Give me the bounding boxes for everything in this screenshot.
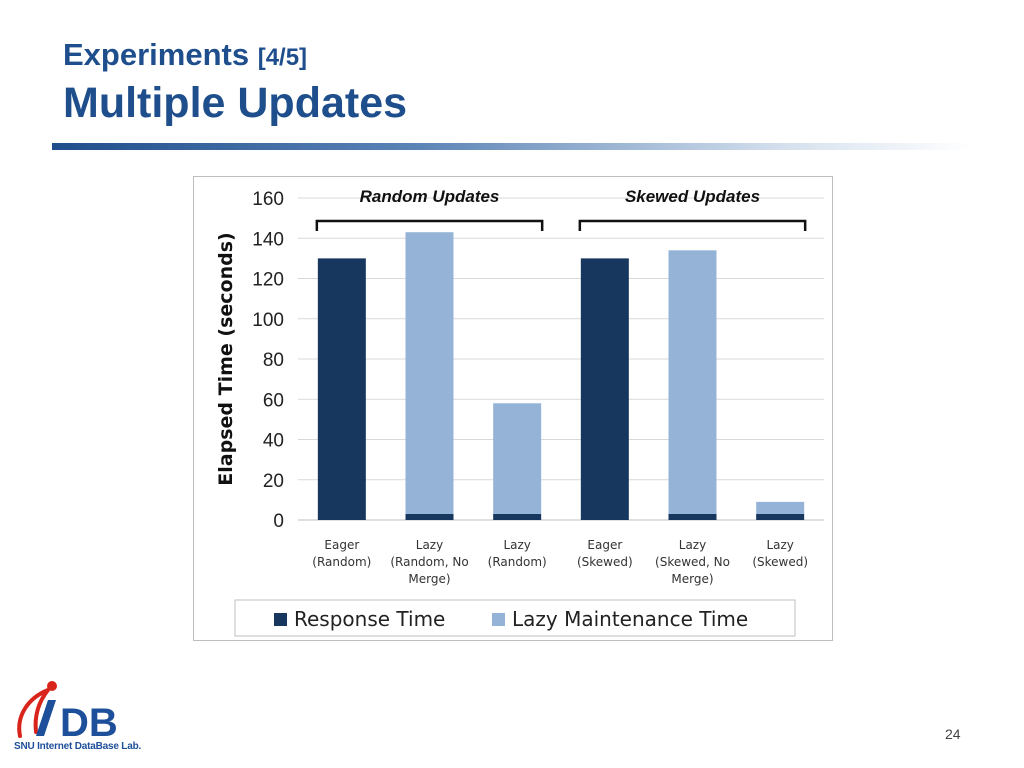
x-tick-label: (Skewed) <box>752 555 808 569</box>
legend-swatch-lazy-maintenance-time <box>492 613 505 626</box>
bar-lazy-maintenance-time <box>493 403 542 514</box>
bar-lazy-maintenance-time <box>668 250 717 514</box>
title-main: Experiments <box>63 37 250 72</box>
slide-subtitle: Multiple Updates <box>63 79 408 127</box>
x-tick-label: Lazy <box>766 538 793 552</box>
x-tick-label: Lazy <box>503 538 530 552</box>
title-bracket: [4/5] <box>257 44 308 71</box>
group-label: Random Updates <box>360 187 500 206</box>
logo-text: DB <box>60 701 118 745</box>
slide-title: Experiments [4/5] Multiple Updates <box>63 36 407 129</box>
idb-logo: DB <box>17 681 118 745</box>
legend-label: Lazy Maintenance Time <box>512 607 748 631</box>
y-axis-label: Elapsed Time (seconds) <box>215 232 237 485</box>
bar-response-time <box>668 513 717 520</box>
y-tick-label: 80 <box>263 350 284 371</box>
group-bracket <box>578 219 807 231</box>
bar-lazy-maintenance-time <box>756 501 805 514</box>
y-tick-label: 140 <box>252 229 284 250</box>
x-tick-label: Eager <box>324 538 359 552</box>
y-tick-label: 60 <box>263 390 284 411</box>
x-tick-label: (Random, No <box>390 555 468 569</box>
legend-box <box>234 599 796 637</box>
x-tick-label: Merge) <box>408 572 450 586</box>
legend-swatch-response-time <box>274 613 287 626</box>
title-line: Experiments [4/5] <box>63 36 407 77</box>
y-tick-label: 0 <box>273 511 284 532</box>
page-number: 24 <box>945 726 961 742</box>
y-tick-label: 120 <box>252 270 284 291</box>
group-label: Skewed Updates <box>625 187 760 206</box>
bar-response-time <box>756 513 805 520</box>
bar-response-time <box>580 258 629 520</box>
x-tick-label: Lazy <box>679 538 706 552</box>
chart-frame: 0 20 40 60 80 100 120 140 160 Elapsed Time (secon… <box>193 176 833 641</box>
bar-chart: 0 20 40 60 80 100 120 140 160 Elapsed Time (secon… <box>215 187 824 637</box>
bar-response-time <box>493 513 542 520</box>
bar-response-time <box>405 513 454 520</box>
bar-response-time <box>317 258 366 520</box>
group-bracket <box>315 219 544 231</box>
x-tick-label: (Skewed, No <box>655 555 730 569</box>
x-tick-label: Merge) <box>671 572 713 586</box>
legend-label: Response Time <box>294 607 445 631</box>
x-tick-label: Lazy <box>416 538 443 552</box>
y-tick-label: 40 <box>263 431 284 452</box>
y-tick-label: 20 <box>263 471 284 492</box>
title-underline <box>52 143 972 150</box>
x-tick-label: (Skewed) <box>577 555 633 569</box>
x-tick-label: Eager <box>587 538 622 552</box>
bar-lazy-maintenance-time <box>405 232 454 514</box>
y-tick-label: 160 <box>252 189 284 210</box>
logo-caption: SNU Internet DataBase Lab. <box>14 741 142 752</box>
x-tick-label: (Random) <box>312 555 371 569</box>
y-tick-label: 100 <box>252 310 284 331</box>
x-tick-label: (Random) <box>488 555 547 569</box>
